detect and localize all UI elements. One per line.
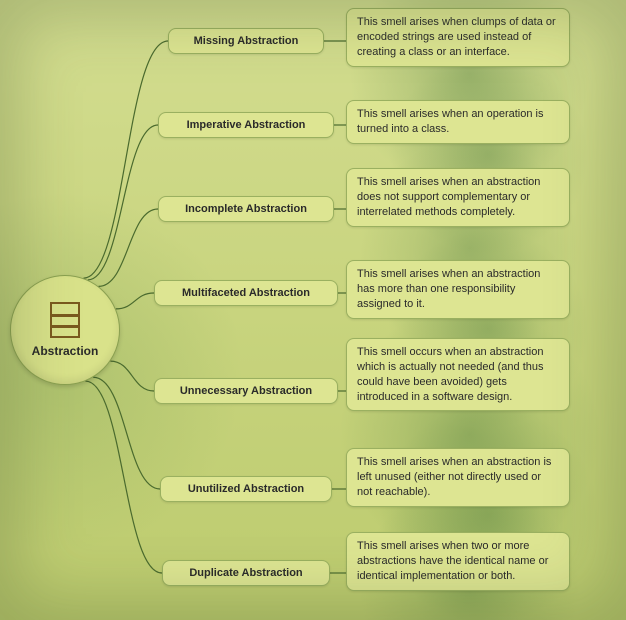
smell-description: This smell arises when an operation is t…: [346, 100, 570, 144]
smell-label: Missing Abstraction: [168, 28, 324, 54]
smell-description: This smell occurs when an abstraction wh…: [346, 338, 570, 411]
smell-label: Duplicate Abstraction: [162, 560, 330, 586]
root-node: Abstraction: [10, 275, 120, 385]
smell-label: Unutilized Abstraction: [160, 476, 332, 502]
smell-description: This smell arises when an abstraction ha…: [346, 260, 570, 319]
abstraction-icon: [50, 302, 80, 338]
smell-description: This smell arises when clumps of data or…: [346, 8, 570, 67]
smell-label: Multifaceted Abstraction: [154, 280, 338, 306]
smell-description: This smell arises when an abstraction is…: [346, 448, 570, 507]
smell-label: Incomplete Abstraction: [158, 196, 334, 222]
smell-label: Imperative Abstraction: [158, 112, 334, 138]
root-label: Abstraction: [32, 344, 99, 358]
smell-description: This smell arises when an abstraction do…: [346, 168, 570, 227]
smell-description: This smell arises when two or more abstr…: [346, 532, 570, 591]
smell-label: Unnecessary Abstraction: [154, 378, 338, 404]
